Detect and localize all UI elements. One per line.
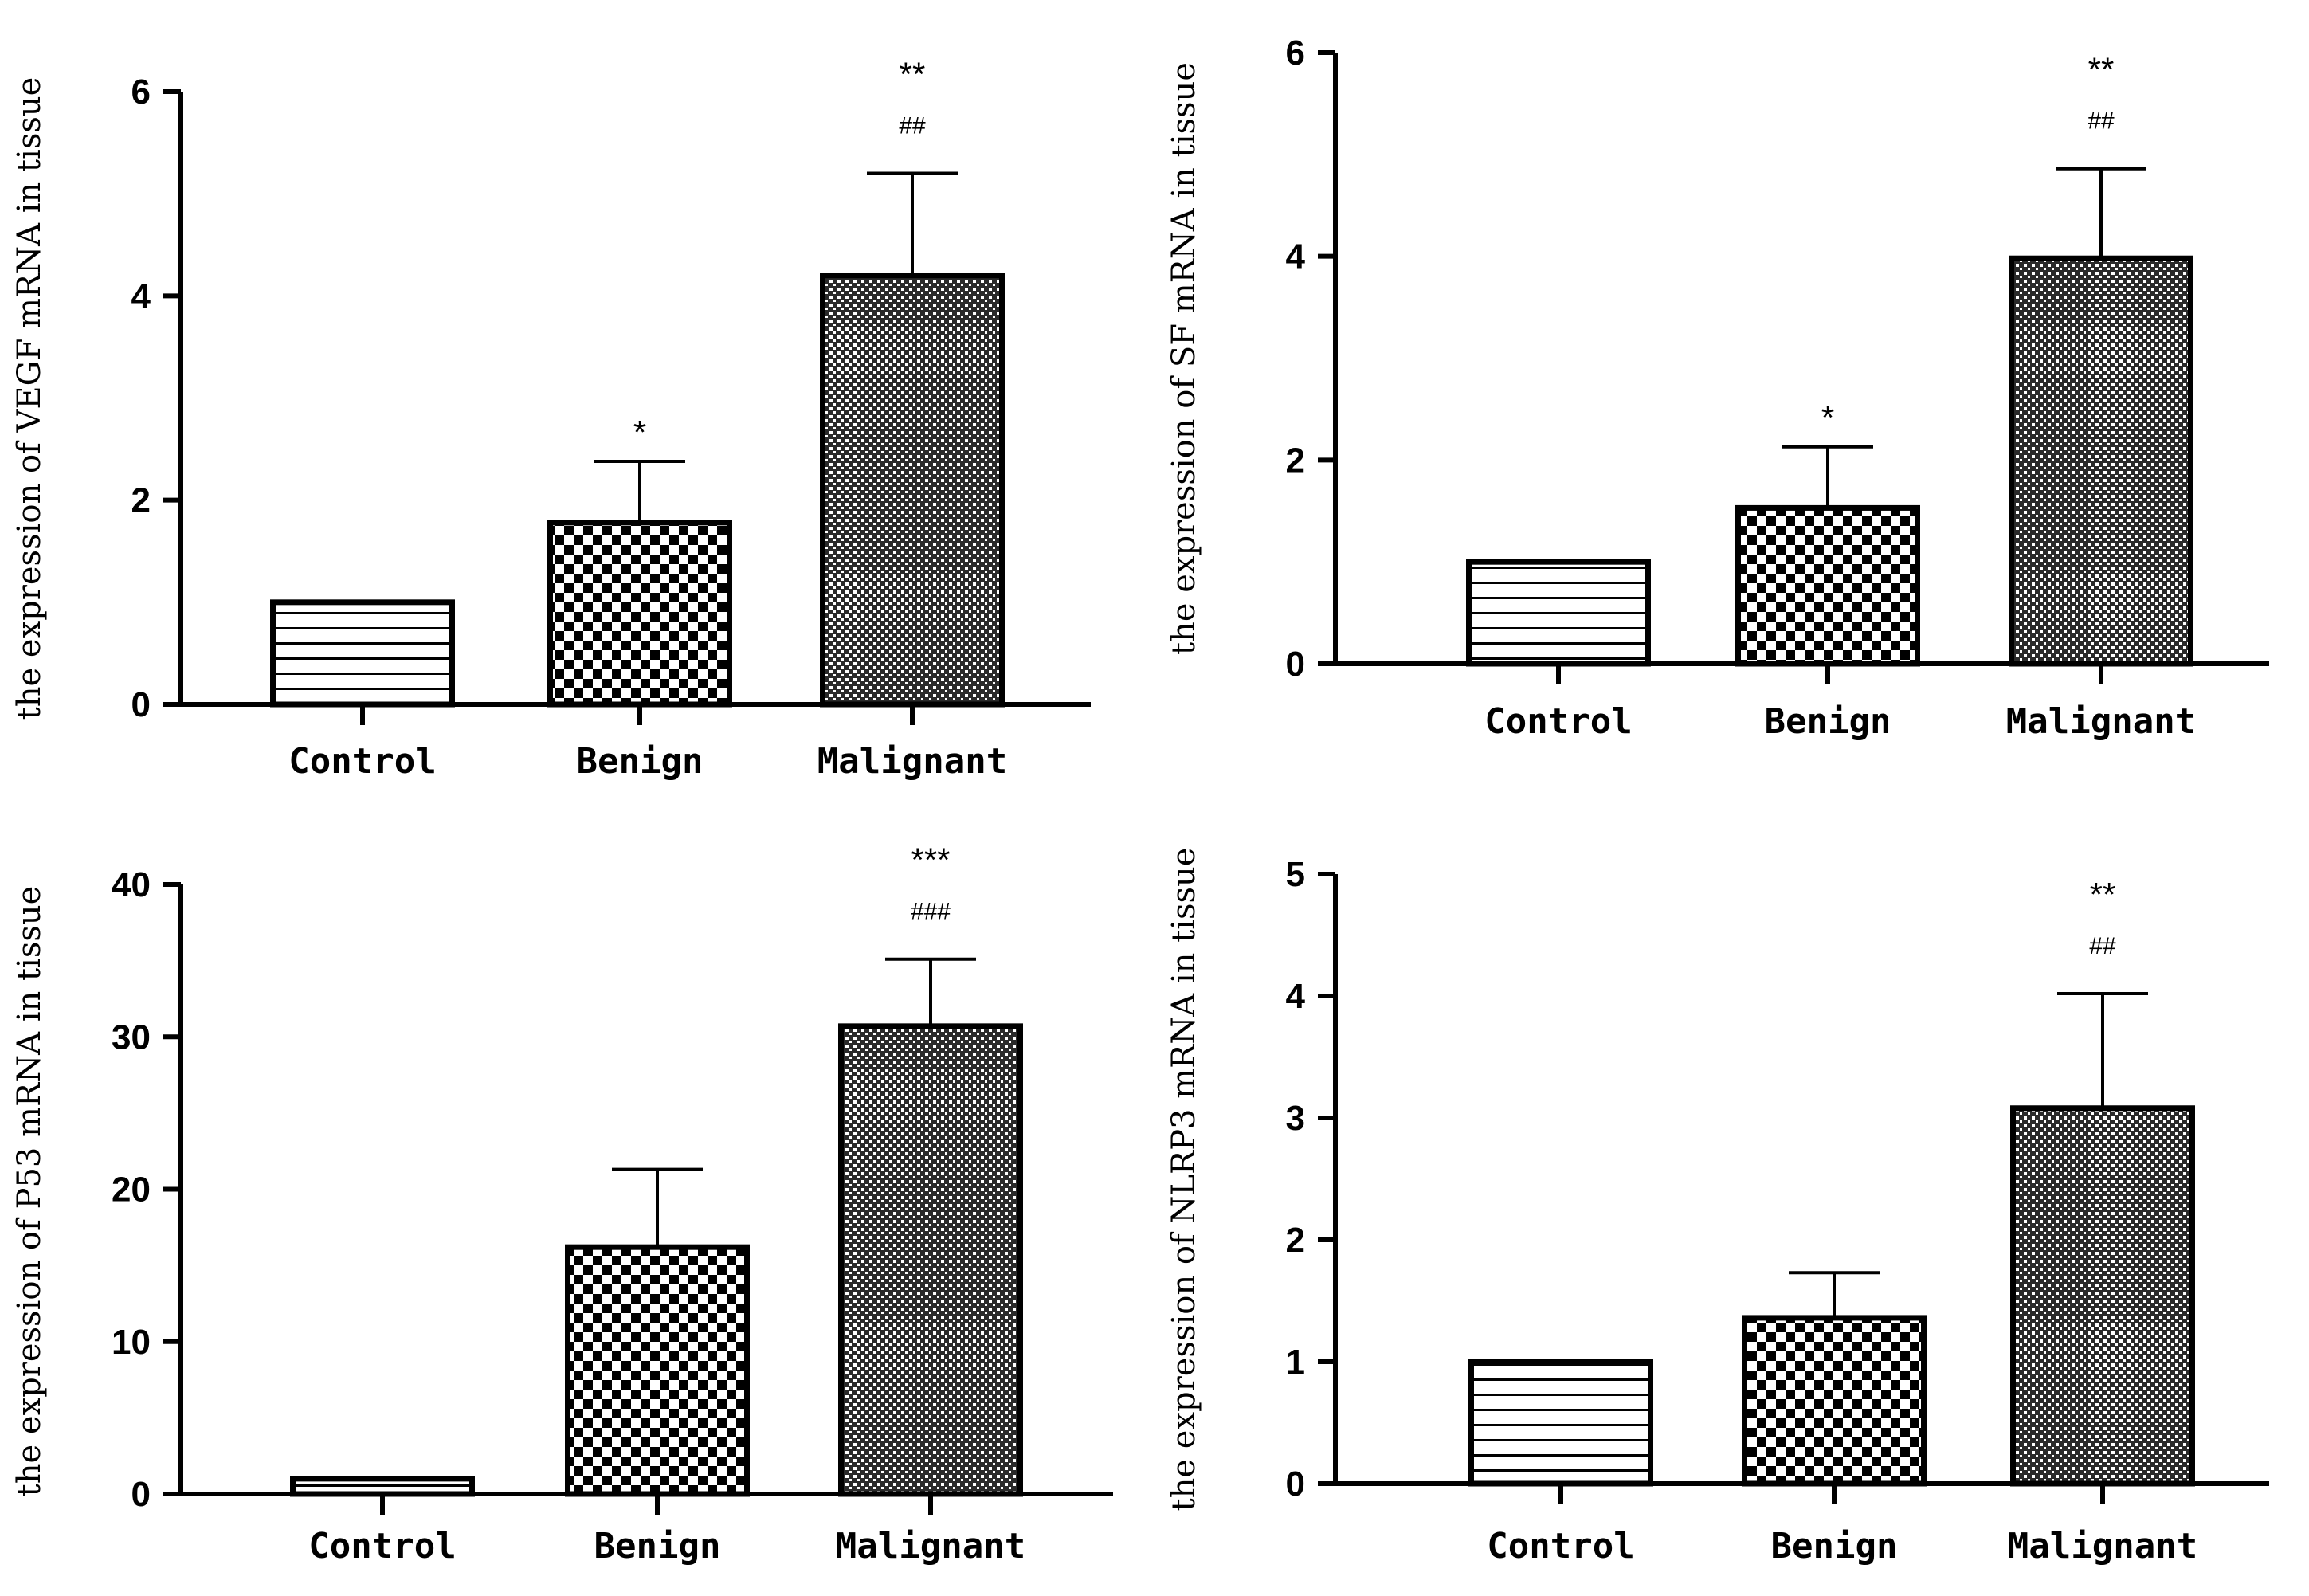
bar-benign <box>1735 504 1920 667</box>
chart-p53: the expression of P53 mRNA in tissue 0 10 2… <box>11 841 1113 1567</box>
y-tick-label: 30 <box>112 1018 151 1057</box>
bar-control <box>290 1476 475 1497</box>
y-tick-label: 4 <box>131 276 151 316</box>
x-category-label: Benign <box>594 1526 721 1567</box>
y-tick-label: 6 <box>1286 33 1305 73</box>
chart-panel-vegf: the expression of VEGF mRNA in tissue 0 2 4… <box>0 0 1154 797</box>
bar-control <box>1468 1359 1653 1487</box>
bar-benign <box>565 1244 750 1497</box>
x-category-label: Malignant <box>2006 701 2196 742</box>
y-tick-label: 0 <box>1286 1465 1305 1504</box>
significance-star: ** <box>2088 51 2115 88</box>
significance-hash: ## <box>899 113 926 139</box>
y-tick-label: 0 <box>131 1475 151 1514</box>
chart-vegf: the expression of VEGF mRNA in tissue 0 2 4… <box>11 56 1091 782</box>
x-category-label: Control <box>308 1526 456 1567</box>
y-tick-label: 20 <box>112 1171 151 1210</box>
y-tick-label: 3 <box>1286 1099 1305 1138</box>
y-tick-label: 1 <box>1286 1343 1305 1382</box>
significance-star: * <box>1821 399 1834 437</box>
chart-sf: the expression of SF mRNA in tissue 0 2 4 6 C… <box>1166 33 2269 742</box>
x-category-label: Control <box>1487 1526 1634 1567</box>
y-axis-label: the expression of P53 mRNA in tissue <box>11 886 48 1497</box>
chart-panel-p53: the expression of P53 mRNA in tissue 0 10 2… <box>0 797 1154 1596</box>
y-tick-label: 0 <box>131 685 151 724</box>
y-axis-label: the expression of SF mRNA in tissue <box>1166 62 1202 655</box>
y-tick-label: 6 <box>131 73 151 112</box>
x-category-label: Control <box>288 741 436 782</box>
bar-benign <box>1742 1315 1927 1487</box>
bar-malignant <box>2009 255 2193 667</box>
bar-malignant <box>2010 1105 2195 1487</box>
significance-hash: ### <box>911 899 951 925</box>
chart-panel-sf: the expression of SF mRNA in tissue 0 2 4 6 C… <box>1154 0 2309 797</box>
y-tick-label: 10 <box>112 1323 151 1362</box>
x-category-label: Control <box>1484 701 1632 742</box>
bar-benign <box>547 520 732 708</box>
x-category-label: Malignant <box>2008 1526 2197 1567</box>
y-tick-label: 2 <box>1286 441 1305 480</box>
y-tick-label: 2 <box>131 481 151 520</box>
x-category-label: Benign <box>577 741 704 782</box>
y-tick-label: 0 <box>1286 645 1305 684</box>
x-category-label: Benign <box>1771 1526 1898 1567</box>
y-tick-label: 5 <box>1286 855 1305 894</box>
significance-star: *** <box>911 841 950 879</box>
significance-star: ** <box>2090 876 2116 913</box>
y-tick-label: 4 <box>1286 237 1306 276</box>
y-tick-label: 40 <box>112 865 151 904</box>
bar-malignant <box>838 1023 1023 1497</box>
y-axis-label: the expression of VEGF mRNA in tissue <box>11 77 48 720</box>
x-category-label: Malignant <box>817 741 1007 782</box>
chart-nlrp3: the expression of NLRP3 mRNA in tissue 0 1… <box>1166 848 2269 1567</box>
chart-panel-nlrp3: the expression of NLRP3 mRNA in tissue 0 1… <box>1154 797 2309 1596</box>
bar-control <box>270 599 455 708</box>
significance-star: ** <box>900 56 926 93</box>
y-tick-label: 4 <box>1286 977 1306 1016</box>
y-axis-label: the expression of NLRP3 mRNA in tissue <box>1166 848 1202 1512</box>
significance-hash: ## <box>2089 933 2116 959</box>
bar-control <box>1466 559 1651 667</box>
significance-hash: ## <box>2088 108 2115 135</box>
x-category-label: Benign <box>1765 701 1891 742</box>
x-category-label: Malignant <box>836 1526 1025 1567</box>
y-tick-label: 2 <box>1286 1221 1305 1260</box>
bar-malignant <box>820 273 1005 708</box>
significance-star: * <box>633 414 646 451</box>
